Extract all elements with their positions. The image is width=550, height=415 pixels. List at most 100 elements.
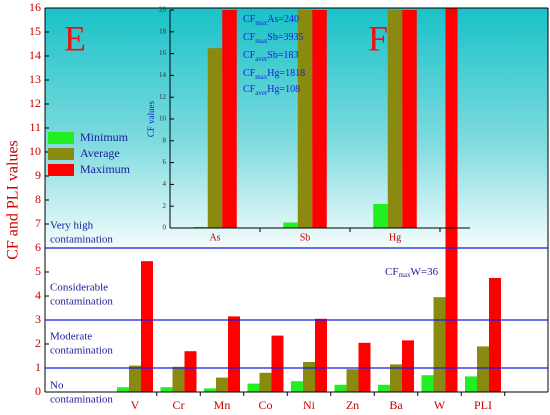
y-tick-label: 14 (159, 71, 167, 79)
bar (477, 346, 489, 392)
bar (315, 318, 327, 392)
y-tick-label: 7 (35, 216, 41, 230)
annotation: CFaverHg=108 (243, 84, 300, 96)
bar (387, 10, 403, 228)
x-tick-label: Hg (389, 232, 401, 243)
bar (421, 375, 434, 392)
annotation-text: CF (243, 32, 256, 43)
x-tick-label: Cr (173, 398, 185, 412)
x-tick-label: V (131, 398, 140, 412)
y-tick-label: 6 (163, 158, 167, 166)
bars (193, 10, 417, 228)
annotation-sub: max (398, 271, 411, 279)
bar (297, 10, 313, 228)
y-tick-label: 11 (29, 120, 41, 134)
reference-label: contamination (50, 296, 113, 308)
y-tick-label: 0 (163, 224, 167, 232)
y-tick-label: 9 (35, 168, 41, 182)
legend-swatch (48, 132, 74, 144)
panel-label: E (64, 18, 86, 58)
y-tick-label: 0 (35, 384, 41, 398)
reference-label: No (50, 380, 64, 392)
bar (334, 384, 347, 392)
legend-swatch (48, 148, 74, 160)
annotation-rest: Sb=183 (267, 50, 298, 61)
y-tick-label: 13 (29, 72, 41, 86)
annotation-sub: max (255, 37, 268, 45)
x-tick-label: Ni (303, 398, 316, 412)
y-tick-label: 8 (35, 192, 41, 206)
y-tick-label: 4 (35, 288, 41, 302)
bar (346, 369, 359, 392)
bar (489, 278, 501, 392)
x-tick-label: As (209, 232, 220, 243)
annotation-sub: aver (255, 89, 268, 97)
y-axis-label: CF and PLI values (5, 140, 22, 260)
x-tick-label: Zn (346, 398, 359, 412)
x-tick-label: Ba (389, 398, 403, 412)
annotation-text: CF (243, 84, 256, 95)
y-tick-label: 15 (29, 24, 41, 38)
bar (216, 377, 228, 392)
bar (160, 387, 173, 392)
annotation-sub: max (255, 19, 268, 27)
bar (247, 383, 260, 392)
bar (373, 204, 388, 228)
bar (228, 316, 240, 392)
annotation: CFmaxHg=1818 (243, 68, 305, 80)
x-tick-label: Co (258, 398, 272, 412)
reference-label: Considerable (50, 282, 108, 294)
panel-label: F (368, 18, 388, 58)
annotation-sub: max (255, 73, 268, 81)
annotation: CFmaxSb=3935 (243, 32, 304, 44)
y-tick-label: 1 (35, 360, 41, 374)
y-tick-label: 2 (35, 336, 41, 350)
y-tick-label: 4 (163, 180, 167, 188)
y-tick-label: 6 (35, 240, 41, 254)
y-tick-label: 10 (159, 115, 167, 123)
bar (271, 335, 284, 392)
y-tick-label: 12 (159, 93, 167, 101)
y-tick-label: 16 (159, 49, 167, 57)
bar (193, 226, 208, 228)
bar (390, 364, 402, 392)
bar (312, 10, 327, 228)
y-tick-label: 14 (29, 48, 41, 62)
bar (283, 222, 298, 228)
annotation-text: CF (385, 266, 398, 278)
annotation-rest: Sb=3935 (267, 32, 303, 43)
annotation-sub: aver (255, 55, 268, 63)
x-tick-label: PLI (474, 398, 492, 412)
bar (378, 384, 390, 392)
bar (129, 365, 141, 392)
bar (402, 340, 414, 392)
y-tick-label: 12 (29, 96, 41, 110)
y-tick-label: 18 (159, 27, 167, 35)
bar (303, 362, 315, 392)
y-tick-label: 8 (163, 136, 167, 144)
reference-label: Moderate (50, 331, 92, 343)
y-tick-label: 16 (29, 0, 41, 14)
bar (445, 8, 458, 392)
legend-label: Minimum (80, 130, 129, 144)
bar (259, 372, 272, 392)
annotation-text: CF (243, 68, 256, 79)
annotation-text: CF (243, 14, 256, 25)
bar (433, 297, 446, 392)
annotation-text: CF (243, 50, 256, 61)
x-tick-label: W (434, 398, 446, 412)
bars (117, 8, 501, 392)
reference-label: contamination (50, 394, 113, 406)
y-tick-label: 10 (29, 144, 41, 158)
bar (184, 351, 197, 392)
bar (204, 388, 216, 392)
bar (207, 48, 223, 228)
y-tick-label: 2 (163, 202, 167, 210)
bar (172, 366, 185, 392)
annotation: CFmaxW=36 (385, 266, 439, 279)
legend-label: Average (80, 146, 120, 160)
y-tick-label: 5 (35, 264, 41, 278)
y-axis-label: CF values (146, 100, 156, 137)
bar (291, 381, 303, 392)
